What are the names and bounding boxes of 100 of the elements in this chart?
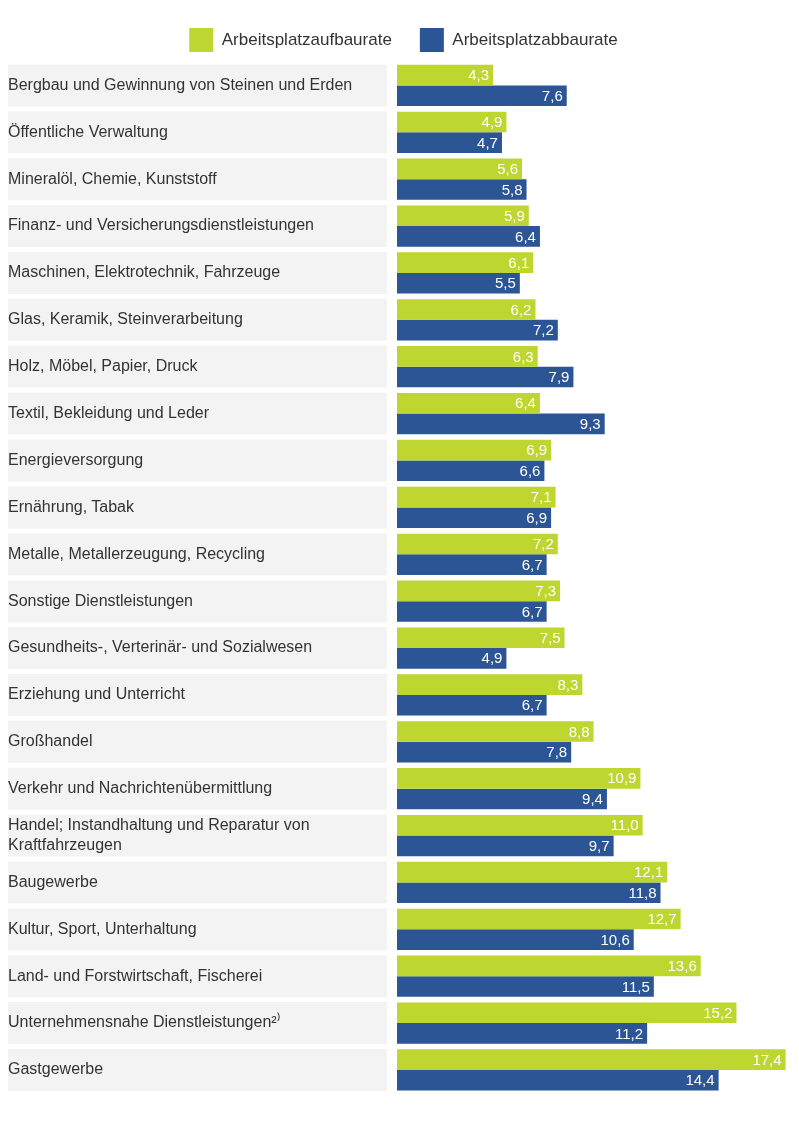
y-tick-label: Großhandel <box>8 732 93 750</box>
bar <box>397 319 558 341</box>
y-tick-label: Unternehmensnahe Dienstleistungen²⁾ <box>8 1012 281 1031</box>
data-label: 9,7 <box>588 837 610 854</box>
data-label: 11,8 <box>628 883 657 901</box>
bar <box>397 1023 648 1044</box>
y-tick-label: Ernährung, Tabak <box>8 497 136 515</box>
data-label: 9,3 <box>579 415 601 433</box>
y-tick-label: Glas, Keramik, Steinverarbeitung <box>8 310 243 328</box>
data-label: 6,2 <box>510 300 532 318</box>
bar <box>397 299 536 320</box>
data-label: 7,5 <box>539 628 561 646</box>
data-label: 17,4 <box>752 1050 782 1068</box>
y-tick-label: Gastgewerbe <box>8 1060 104 1078</box>
data-label: 7,3 <box>535 581 557 599</box>
bar <box>397 111 507 133</box>
y-tick-label: Verkehr und Nachrichtenübermittlung <box>8 779 273 797</box>
bar <box>397 929 634 950</box>
bar <box>397 366 574 388</box>
data-label: 8,8 <box>568 722 590 740</box>
data-label: 11,2 <box>615 1024 644 1042</box>
data-label: 4,7 <box>477 133 498 151</box>
data-label: 10,9 <box>607 769 637 787</box>
bar <box>397 252 534 273</box>
bar <box>397 85 567 107</box>
bar <box>397 1069 719 1091</box>
bar <box>397 976 654 997</box>
data-label: 12,1 <box>634 863 664 881</box>
data-label: 4,3 <box>468 66 490 84</box>
data-label: 13,6 <box>667 957 697 975</box>
bar <box>397 601 547 622</box>
legend-label: Arbeitsplatzaufbaurate <box>221 29 392 49</box>
data-label: 6,6 <box>519 461 541 479</box>
data-label: 7,6 <box>541 86 563 104</box>
y-tick-label: Maschinen, Elektrotechnik, Fahrzeuge <box>8 263 281 281</box>
legend-label: Arbeitsplatzabbaurate <box>452 29 618 49</box>
bar <box>397 908 681 930</box>
y-tick-label: Bergbau und Gewinnung von Steinen und Erden <box>8 75 353 93</box>
data-label: 6,7 <box>521 602 543 620</box>
y-tick-label: Energieversorgung <box>8 450 144 468</box>
data-label: 6,9 <box>526 441 548 459</box>
bar <box>397 179 527 200</box>
data-label: 4,9 <box>481 113 503 131</box>
bar <box>397 814 643 836</box>
data-label: 7,8 <box>546 743 568 761</box>
bar <box>397 533 558 555</box>
data-label: 6,1 <box>508 253 530 271</box>
data-label: 8,3 <box>557 675 579 693</box>
bar <box>397 580 561 602</box>
data-label: 4,9 <box>481 649 503 667</box>
bar <box>397 507 552 529</box>
y-tick-label: Sonstige Dienstleistungen <box>8 591 194 609</box>
data-label: 5,8 <box>501 180 523 198</box>
y-tick-label: Land- und Forstwirtschaft, Fischerei <box>8 966 263 984</box>
y-tick-label: Gesundheits-, Verterinär- und Sozialwesen <box>8 638 313 656</box>
data-label: 6,7 <box>521 555 543 573</box>
data-label: 5,5 <box>494 274 516 292</box>
bar <box>397 1002 737 1024</box>
data-label: 10,6 <box>600 930 630 948</box>
data-label: 7,9 <box>548 368 570 386</box>
bar <box>397 205 529 227</box>
bar <box>397 439 552 461</box>
bar <box>397 882 661 904</box>
bar <box>397 721 594 742</box>
bar <box>397 741 572 763</box>
bar <box>397 226 540 247</box>
bar <box>397 955 701 977</box>
data-label: 5,9 <box>503 206 525 224</box>
data-label: 11,5 <box>621 977 650 995</box>
data-label: 9,4 <box>582 790 603 808</box>
bar <box>397 627 565 649</box>
bar <box>397 346 538 367</box>
bar <box>397 413 605 435</box>
data-label: 6,7 <box>521 696 543 714</box>
data-label: 6,9 <box>526 508 548 526</box>
bar <box>397 132 502 153</box>
data-label: 7,2 <box>532 321 554 339</box>
bar <box>397 694 547 716</box>
data-label: 6,3 <box>512 347 534 365</box>
y-tick-label: Finanz- und Versicherungsdienstleistungen <box>8 216 314 234</box>
data-label: 15,2 <box>703 1003 733 1021</box>
y-tick-label: Handel; Instandhaltung und Reparatur von Kraftfahrzeugen <box>8 816 310 853</box>
y-tick-label: Öffentliche Verwaltung <box>8 122 168 140</box>
bar <box>397 158 523 180</box>
data-label: 7,2 <box>532 535 554 553</box>
bar <box>397 788 607 810</box>
data-label: 7,1 <box>530 488 552 506</box>
y-tick-label: Erziehung und Unterricht <box>8 685 186 703</box>
data-label: 11,0 <box>610 816 639 834</box>
bar <box>397 835 614 857</box>
data-label: 6,4 <box>515 394 536 412</box>
data-label: 12,7 <box>647 910 677 928</box>
bar <box>397 648 507 669</box>
bar <box>397 861 668 883</box>
bar <box>397 460 545 482</box>
y-tick-label: Metalle, Metallerzeugung, Recycling <box>8 544 266 562</box>
y-tick-label: Holz, Möbel, Papier, Druck <box>8 357 199 375</box>
bar <box>397 768 641 789</box>
bar <box>397 64 494 86</box>
data-label: 14,4 <box>685 1071 715 1089</box>
